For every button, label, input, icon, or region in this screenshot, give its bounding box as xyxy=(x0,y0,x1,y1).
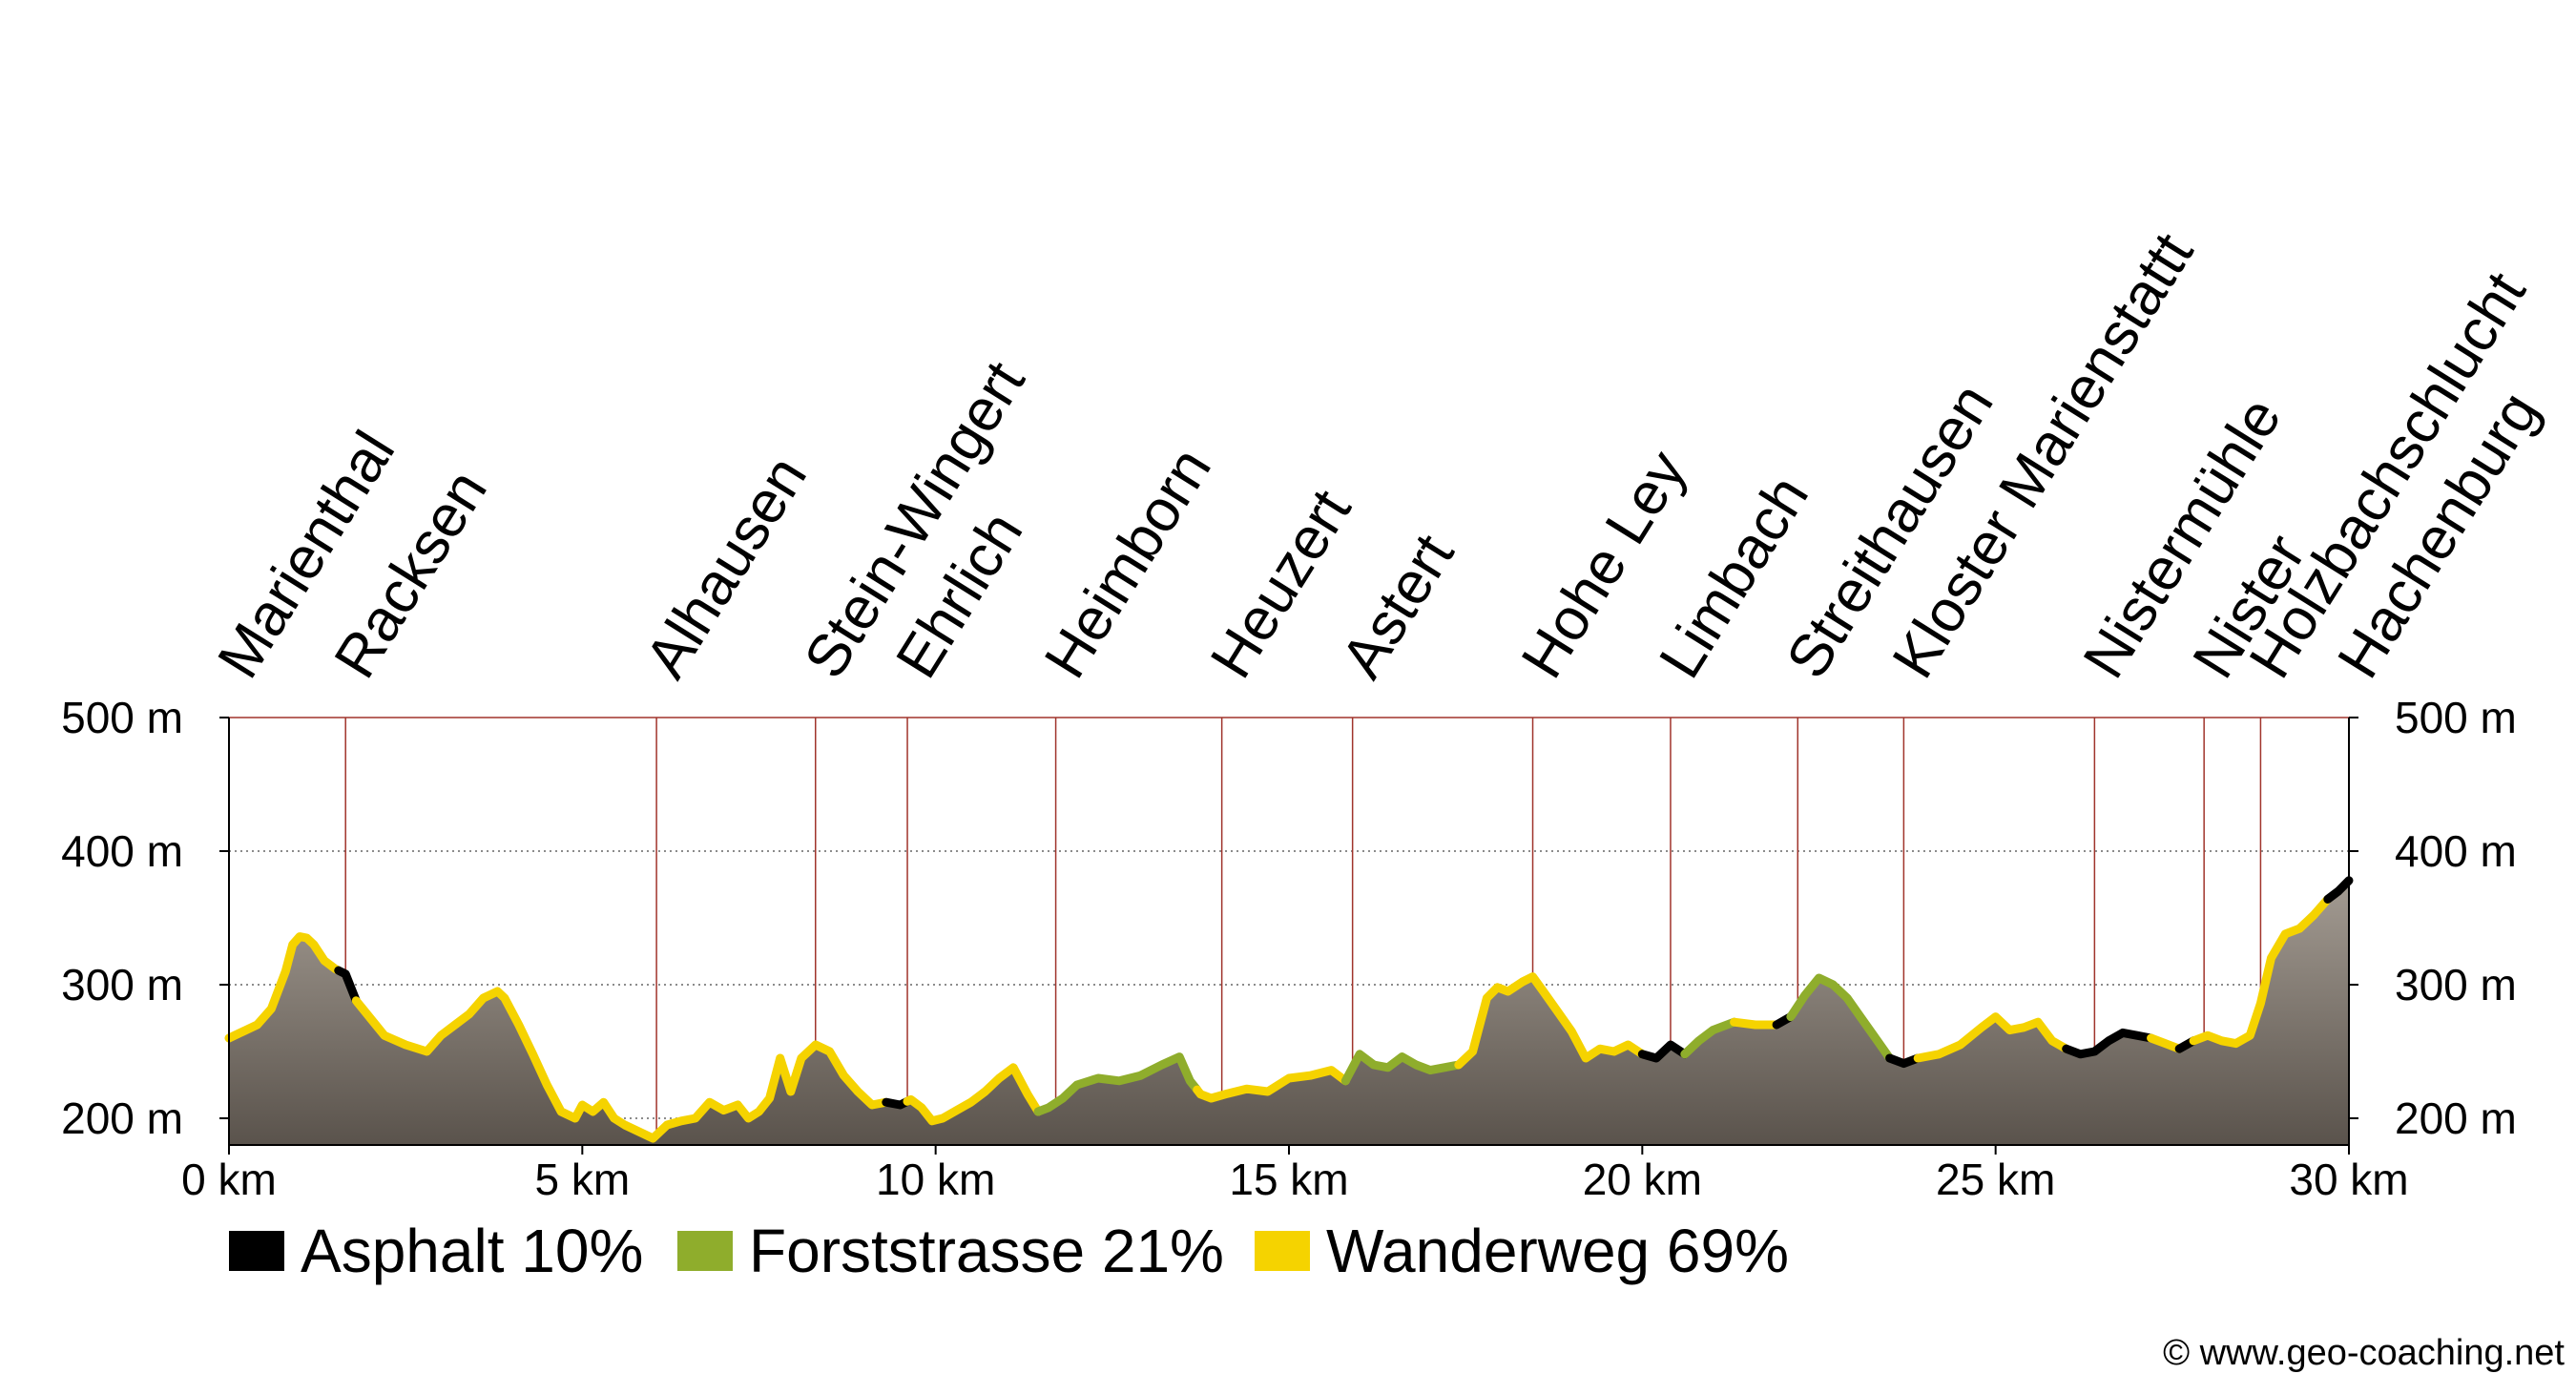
surface-segment-forststrasse xyxy=(1033,1052,1202,1116)
surface-segment-forststrasse xyxy=(1786,973,1895,1063)
surface-segment-wanderweg xyxy=(351,987,891,1143)
elevation-area-layer xyxy=(229,880,2349,1145)
surface-segment-wanderweg xyxy=(2189,894,2333,1049)
y-axis-right: 200 m 300 m 400 m 500 m xyxy=(2395,693,2517,1143)
y-tick-label-right: 300 m xyxy=(2395,960,2517,1010)
x-axis: 0 km 5 km 10 km 15 km 20 km 25 km 30 km xyxy=(181,1155,2408,1204)
y-tick-label-left: 200 m xyxy=(61,1093,183,1143)
surface-segment-asphalt xyxy=(1637,1040,1690,1063)
x-tick-label: 20 km xyxy=(1583,1155,1702,1204)
surface-segment-forststrasse xyxy=(1340,1050,1464,1086)
y-tick-label-right: 500 m xyxy=(2395,693,2517,742)
x-tick-label: 15 km xyxy=(1229,1155,1348,1204)
y-tick-label-left: 500 m xyxy=(61,693,183,742)
x-tick-label: 0 km xyxy=(181,1155,277,1204)
legend-swatch-asphalt xyxy=(229,1231,284,1271)
x-tick-label: 10 km xyxy=(876,1155,995,1204)
legend-label-wanderweg: Wanderweg 69% xyxy=(1326,1217,1789,1285)
surface-segment-forststrasse xyxy=(1680,1017,1739,1059)
surface-segment-wanderweg xyxy=(1193,1066,1350,1103)
legend-swatch-wanderweg xyxy=(1255,1231,1310,1271)
legend-label-forststrasse: Forststrasse 21% xyxy=(749,1217,1224,1285)
legend-label-asphalt: Asphalt 10% xyxy=(301,1217,643,1285)
elevation-area xyxy=(229,880,2349,1145)
surface-segment-asphalt xyxy=(334,966,361,1006)
surface-segment-asphalt xyxy=(2323,876,2354,904)
x-tick-label: 25 km xyxy=(1936,1155,2055,1204)
surface-segment-wanderweg xyxy=(1730,1017,1781,1030)
y-tick-label-right: 200 m xyxy=(2395,1093,2517,1143)
y-tick-label-left: 400 m xyxy=(61,826,183,876)
surface-line-layer xyxy=(224,876,2354,1143)
surface-segment-wanderweg xyxy=(903,1063,1043,1126)
x-tick-label: 30 km xyxy=(2289,1155,2408,1204)
surface-segment-asphalt xyxy=(2062,1028,2156,1059)
plot-frame xyxy=(219,717,2358,1155)
legend-swatch-forststrasse xyxy=(677,1231,733,1271)
surface-segment-wanderweg xyxy=(2147,1033,2184,1053)
waypoint-label: Astert xyxy=(1329,524,1466,690)
surface-segment-asphalt xyxy=(1885,1053,1922,1069)
legend: Asphalt 10% Forststrasse 21% Wanderweg 69% xyxy=(229,1217,1789,1285)
credit-text: © www.geo-coaching.net xyxy=(2163,1333,2565,1373)
y-tick-label-right: 400 m xyxy=(2395,826,2517,876)
y-tick-label-left: 300 m xyxy=(61,960,183,1010)
surface-segment-wanderweg xyxy=(1454,972,1647,1070)
surface-segment-wanderweg xyxy=(1913,1012,2071,1063)
x-tick-label: 5 km xyxy=(534,1155,630,1204)
waypoint-label: Heimborn xyxy=(1032,437,1224,690)
surface-segment-wanderweg xyxy=(224,932,343,1043)
waypoint-label: Alhausen xyxy=(633,446,820,690)
y-axis-left: 200 m 300 m 400 m 500 m xyxy=(61,693,183,1143)
